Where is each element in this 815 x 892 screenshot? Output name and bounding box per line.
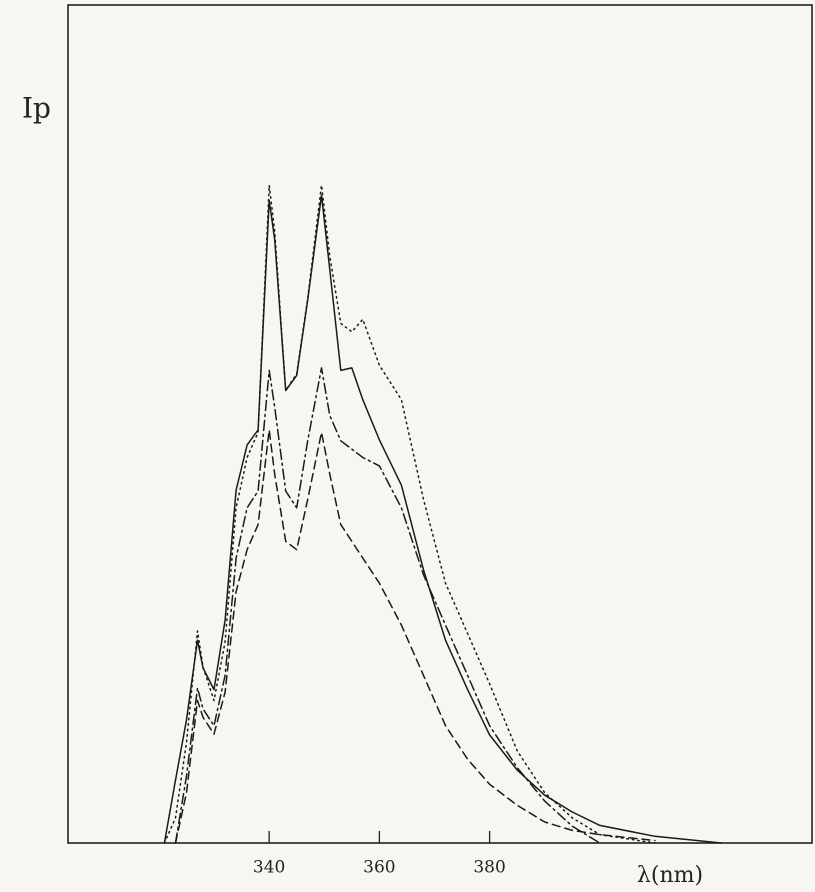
x-tick-label: 380 bbox=[473, 858, 505, 878]
x-tick-label: 340 bbox=[253, 858, 285, 878]
plot-frame bbox=[67, 4, 813, 844]
series-line bbox=[163, 194, 722, 844]
series-line bbox=[174, 367, 601, 844]
x-axis-label: λ(nm) bbox=[637, 863, 703, 888]
x-tick-label: 360 bbox=[363, 858, 395, 878]
series-line bbox=[163, 184, 656, 844]
series-line bbox=[174, 429, 656, 844]
y-axis-label: Ip bbox=[22, 92, 51, 125]
